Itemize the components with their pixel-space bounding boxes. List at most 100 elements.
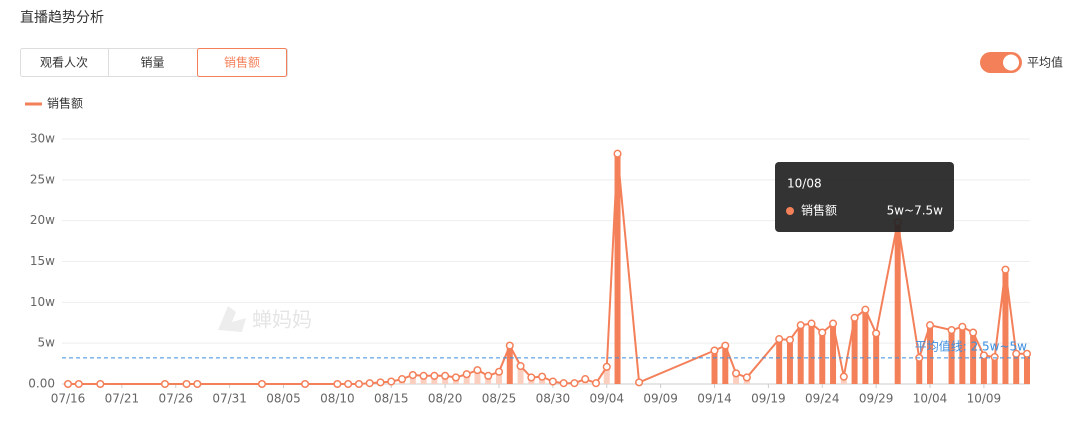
- bar: [442, 375, 449, 384]
- y-tick-label: 20w: [30, 213, 55, 227]
- point: [1022, 349, 1032, 358]
- point: [376, 378, 385, 387]
- point: [785, 335, 794, 344]
- tooltip-value: 5w~7.5w: [887, 204, 944, 218]
- x-tick-label: 09/19: [751, 392, 786, 406]
- point: [505, 341, 514, 350]
- point: [839, 372, 848, 381]
- bar: [603, 366, 610, 384]
- x-tick-label: 08/30: [536, 392, 571, 406]
- x-tick-label: 07/26: [158, 392, 193, 406]
- tab[interactable]: 销售额: [224, 55, 260, 70]
- bar: [506, 345, 513, 384]
- bar: [776, 339, 783, 384]
- point: [441, 371, 450, 380]
- x-tick-label: 08/15: [374, 392, 409, 406]
- point: [796, 321, 805, 330]
- point: [828, 319, 838, 328]
- point: [160, 379, 170, 389]
- point: [387, 377, 396, 386]
- bar: [851, 317, 858, 384]
- bar: [614, 153, 621, 384]
- bar: [431, 375, 438, 384]
- bar: [959, 326, 966, 384]
- point: [333, 379, 342, 389]
- point: [419, 371, 428, 380]
- toggle-knob: [1003, 54, 1019, 71]
- point: [257, 379, 267, 389]
- point: [969, 328, 978, 337]
- point: [538, 372, 547, 381]
- x-tick-label: 07/31: [212, 392, 247, 406]
- point: [63, 379, 73, 389]
- point: [451, 373, 460, 382]
- x-tick-label: 07/21: [105, 392, 140, 406]
- point: [193, 379, 202, 389]
- point: [548, 377, 557, 386]
- bar: [819, 332, 826, 384]
- point: [397, 375, 407, 384]
- bar: [873, 333, 880, 384]
- point: [430, 371, 439, 380]
- x-tick-label: 10/09: [967, 392, 1002, 406]
- bar: [1002, 269, 1009, 384]
- bar: [485, 375, 492, 384]
- bar: [420, 375, 427, 384]
- point: [365, 379, 374, 388]
- y-tick-label: 15w: [30, 254, 55, 268]
- average-label: 平均值线: 2.5w~5w: [915, 338, 1027, 353]
- point: [807, 319, 816, 328]
- legend-label: 销售额: [47, 96, 83, 111]
- bar: [991, 357, 998, 384]
- point: [182, 379, 191, 389]
- y-tick-label: 0.00: [28, 377, 55, 391]
- point: [559, 379, 568, 388]
- y-tick-label: 5w: [38, 336, 56, 350]
- bar: [786, 339, 793, 384]
- watermark: 蝉妈妈: [218, 306, 312, 332]
- bar: [1024, 353, 1030, 384]
- point: [473, 366, 482, 375]
- point: [301, 379, 310, 389]
- bar: [733, 373, 740, 384]
- watermark-text: 蝉妈妈: [252, 308, 312, 332]
- point: [484, 371, 493, 380]
- bar: [927, 325, 934, 384]
- tab[interactable]: 销量: [140, 56, 164, 70]
- toggle-label: 平均值: [1027, 55, 1063, 70]
- x-tick-label: 08/20: [428, 392, 463, 406]
- point: [527, 373, 536, 382]
- point: [602, 362, 611, 371]
- bar: [409, 375, 416, 384]
- point: [494, 367, 504, 376]
- tab[interactable]: 观看人次: [40, 56, 88, 70]
- bar: [517, 366, 524, 384]
- point: [570, 379, 579, 388]
- x-tick-label: 08/25: [482, 392, 517, 406]
- tooltip-date: 10/08: [787, 177, 822, 191]
- point: [354, 379, 363, 389]
- point: [74, 379, 83, 389]
- point: [1001, 265, 1010, 274]
- x-tick-label: 09/14: [697, 392, 732, 406]
- bar: [1013, 353, 1020, 384]
- x-tick-label: 09/09: [643, 392, 678, 406]
- y-tick-label: 30w: [30, 132, 55, 146]
- bar: [830, 323, 837, 384]
- bar: [496, 371, 503, 384]
- point: [958, 322, 967, 331]
- point: [721, 341, 730, 350]
- tooltip-series: 销售额: [801, 203, 837, 218]
- point: [613, 149, 622, 158]
- point: [710, 346, 719, 355]
- point: [581, 375, 590, 384]
- point: [742, 373, 751, 382]
- y-tick-label: 10w: [30, 295, 55, 309]
- bar: [722, 345, 729, 384]
- point: [732, 369, 741, 378]
- point: [925, 321, 935, 330]
- point: [861, 305, 870, 314]
- tooltip-box: [775, 162, 954, 232]
- point: [1012, 349, 1021, 358]
